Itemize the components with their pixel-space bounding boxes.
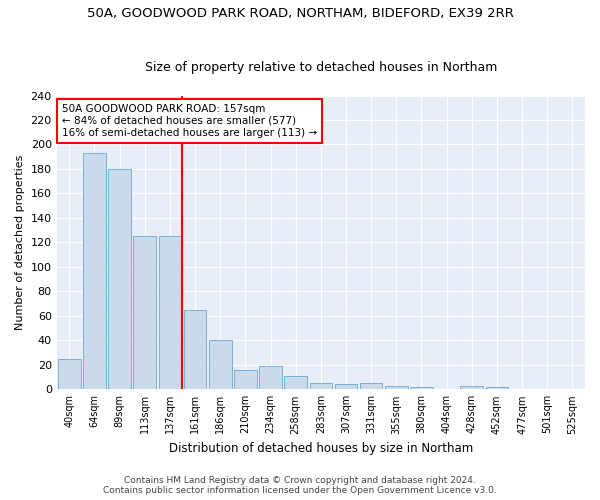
Bar: [133, 236, 156, 390]
Bar: [184, 310, 206, 390]
Bar: [259, 366, 282, 390]
Bar: [234, 370, 257, 390]
Bar: [485, 387, 508, 390]
Bar: [209, 340, 232, 390]
Y-axis label: Number of detached properties: Number of detached properties: [15, 154, 25, 330]
Bar: [410, 387, 433, 390]
Text: 50A, GOODWOOD PARK ROAD, NORTHAM, BIDEFORD, EX39 2RR: 50A, GOODWOOD PARK ROAD, NORTHAM, BIDEFO…: [86, 8, 514, 20]
Bar: [360, 383, 382, 390]
Bar: [108, 169, 131, 390]
Bar: [335, 384, 358, 390]
Bar: [460, 386, 483, 390]
X-axis label: Distribution of detached houses by size in Northam: Distribution of detached houses by size …: [169, 442, 473, 455]
Bar: [310, 383, 332, 390]
Text: Contains HM Land Registry data © Crown copyright and database right 2024.
Contai: Contains HM Land Registry data © Crown c…: [103, 476, 497, 495]
Bar: [158, 236, 181, 390]
Bar: [284, 376, 307, 390]
Text: 50A GOODWOOD PARK ROAD: 157sqm
← 84% of detached houses are smaller (577)
16% of: 50A GOODWOOD PARK ROAD: 157sqm ← 84% of …: [62, 104, 317, 138]
Bar: [385, 386, 407, 390]
Title: Size of property relative to detached houses in Northam: Size of property relative to detached ho…: [145, 60, 497, 74]
Bar: [58, 358, 80, 390]
Bar: [83, 153, 106, 390]
